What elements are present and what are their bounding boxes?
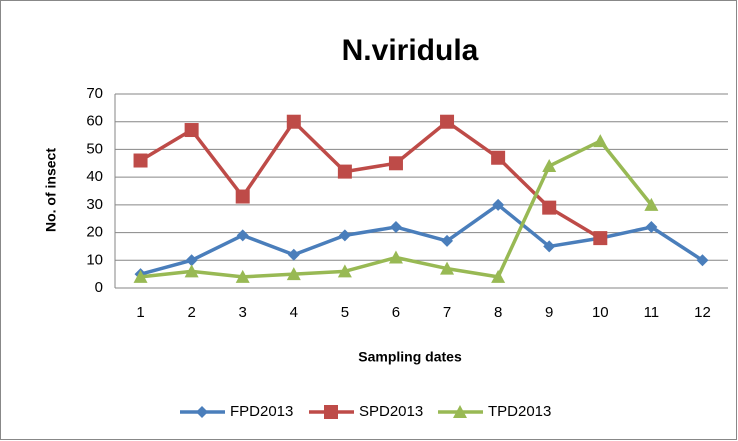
x-tick-label: 5	[341, 304, 349, 321]
marker	[441, 234, 454, 247]
marker	[184, 123, 199, 138]
marker	[235, 269, 250, 283]
marker	[542, 200, 557, 215]
series-line	[139, 119, 602, 240]
marker	[185, 254, 198, 267]
marker	[453, 405, 467, 418]
y-tick-label: 60	[86, 113, 103, 130]
y-tick-label: 30	[86, 196, 103, 213]
marker	[542, 159, 557, 173]
marker	[286, 267, 301, 281]
marker	[184, 264, 199, 278]
y-tick-label: 0	[95, 279, 103, 296]
marker	[492, 198, 505, 211]
marker	[388, 250, 403, 264]
chart-title: N.viridula	[342, 34, 479, 67]
y-axis-title: No. of insect	[43, 148, 59, 232]
x-tick-label: 10	[592, 304, 609, 321]
x-tick-label: 1	[136, 304, 144, 321]
marker	[645, 221, 658, 234]
marker	[286, 114, 301, 129]
marker	[337, 164, 352, 179]
marker	[593, 231, 608, 246]
x-tick-label: 4	[290, 304, 298, 321]
x-tick-label: 11	[644, 304, 660, 321]
x-tick-label: 2	[187, 304, 195, 321]
marker	[196, 406, 208, 418]
x-tick-label: 9	[545, 304, 553, 321]
marker	[287, 248, 300, 261]
y-tick-label: 70	[86, 85, 103, 102]
y-tick-label: 40	[86, 168, 103, 185]
marker	[235, 189, 250, 204]
marker	[491, 150, 506, 165]
x-tick-label: 7	[443, 304, 451, 321]
x-tick-label: 8	[494, 304, 502, 321]
y-tick-label: 50	[86, 140, 103, 157]
marker	[543, 240, 556, 253]
marker	[337, 264, 352, 278]
legend-label: FPD2013	[230, 403, 293, 420]
series-line	[140, 203, 704, 276]
marker	[324, 405, 338, 419]
marker	[593, 134, 608, 148]
x-axis-title: Sampling dates	[358, 349, 462, 365]
marker	[388, 156, 403, 171]
marker	[696, 254, 709, 267]
marker	[644, 197, 659, 211]
marker	[440, 114, 455, 129]
marker	[440, 261, 455, 275]
marker	[133, 269, 148, 283]
x-tick-label: 6	[392, 304, 400, 321]
y-tick-label: 10	[86, 251, 103, 268]
legend-label: SPD2013	[359, 403, 423, 420]
marker	[491, 269, 506, 283]
marker	[338, 229, 351, 242]
marker	[236, 229, 249, 242]
x-tick-label: 3	[239, 304, 247, 321]
x-tick-label: 12	[694, 304, 711, 321]
marker	[133, 153, 148, 168]
y-tick-label: 20	[86, 224, 103, 241]
marker	[389, 221, 402, 234]
legend-label: TPD2013	[488, 403, 551, 420]
